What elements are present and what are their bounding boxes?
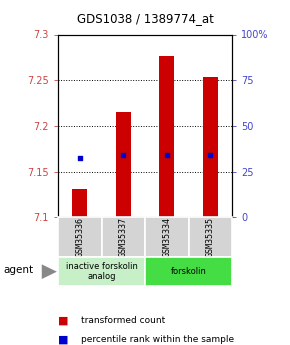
Bar bbox=[188, 217, 232, 257]
Text: percentile rank within the sample: percentile rank within the sample bbox=[81, 335, 234, 344]
Point bbox=[77, 155, 82, 161]
Bar bbox=[159, 57, 174, 217]
Point bbox=[164, 152, 169, 158]
Text: ■: ■ bbox=[58, 316, 68, 326]
Text: GDS1038 / 1389774_at: GDS1038 / 1389774_at bbox=[77, 12, 213, 25]
Text: GSM35337: GSM35337 bbox=[119, 217, 128, 257]
Bar bbox=[58, 217, 102, 257]
Bar bbox=[116, 112, 131, 217]
Bar bbox=[145, 217, 188, 257]
Polygon shape bbox=[42, 264, 57, 279]
Text: GSM35334: GSM35334 bbox=[162, 217, 171, 257]
Bar bbox=[58, 257, 145, 286]
Point bbox=[208, 152, 213, 158]
Text: transformed count: transformed count bbox=[81, 316, 166, 325]
Text: GSM35336: GSM35336 bbox=[75, 217, 84, 257]
Bar bbox=[102, 217, 145, 257]
Text: inactive forskolin
analog: inactive forskolin analog bbox=[66, 262, 137, 282]
Text: forskolin: forskolin bbox=[171, 267, 206, 276]
Text: agent: agent bbox=[3, 265, 33, 275]
Bar bbox=[203, 78, 218, 217]
Bar bbox=[72, 189, 87, 217]
Bar bbox=[145, 257, 232, 286]
Text: ■: ■ bbox=[58, 335, 68, 345]
Text: GSM35335: GSM35335 bbox=[206, 217, 215, 257]
Point bbox=[121, 152, 126, 158]
